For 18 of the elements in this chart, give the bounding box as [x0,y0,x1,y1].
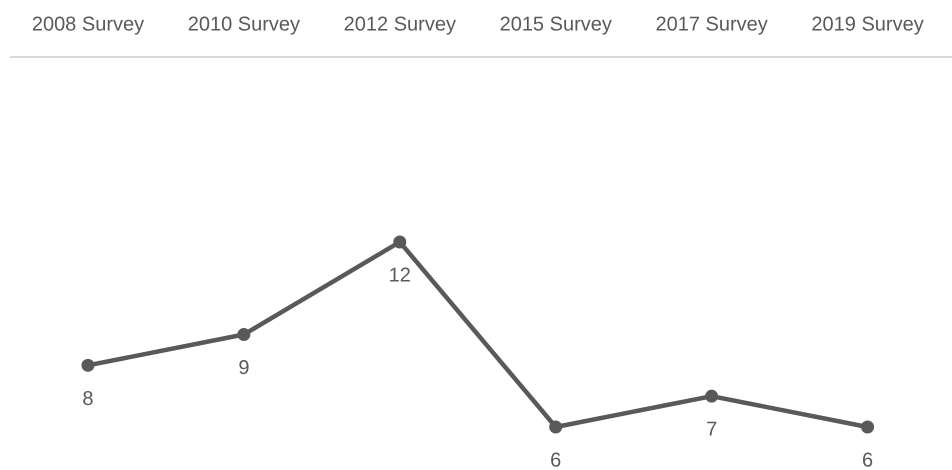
x-tick-label: 2012 Survey [344,14,456,36]
data-label: 6 [862,450,874,470]
x-tick-label: 2010 Survey [188,14,300,36]
x-tick-label: 2008 Survey [32,14,144,36]
x-tick-label: 2019 Survey [811,14,924,36]
point [861,420,874,434]
data-label: 8 [82,388,94,410]
x-tick-label: 2017 Survey [655,14,768,36]
point [81,358,94,372]
data-label: 12 [388,264,411,287]
data-label: 9 [238,357,250,380]
point [549,420,562,434]
point [705,390,718,403]
data-label: 6 [550,450,562,470]
x-tick-label: 2015 Survey [500,14,612,36]
point [237,328,250,341]
point [393,236,406,248]
data-label: 7 [706,418,718,441]
